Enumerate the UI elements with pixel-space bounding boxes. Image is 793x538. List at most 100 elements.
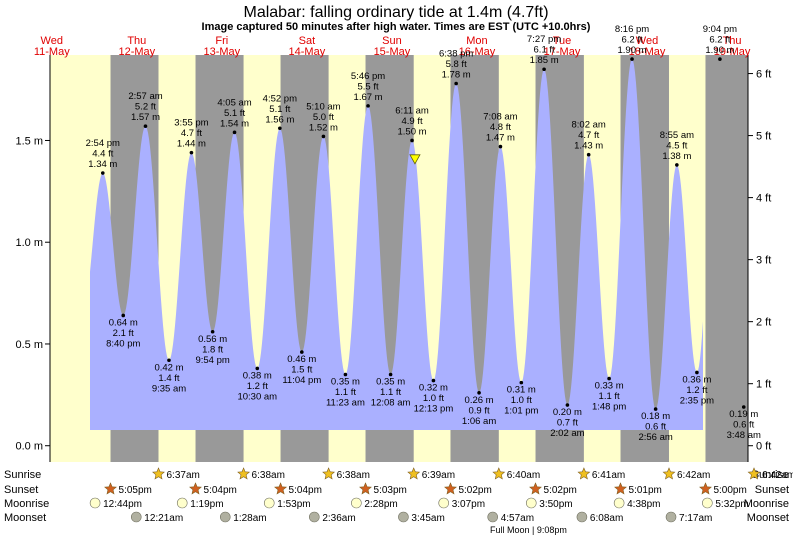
tide-label: 2:35 pm	[680, 395, 714, 406]
tide-label: 5:10 am	[306, 101, 340, 112]
left-tick-label: 0.5 m	[15, 339, 43, 351]
sunrise-icon	[492, 467, 506, 480]
tide-label: 0.35 m	[376, 376, 405, 387]
day-weekday-label: Thu	[127, 35, 146, 47]
moonrise-time: 3:50pm	[539, 499, 572, 510]
sunset-time: 5:01pm	[629, 485, 662, 496]
moonset-icon	[398, 511, 409, 523]
tide-label: 1.1 ft	[335, 387, 356, 398]
sunrise-time: 6:41am	[592, 470, 625, 481]
sunset-time: 5:02pm	[458, 485, 491, 496]
chart-title: Malabar: falling ordinary tide at 1.4m (…	[243, 4, 548, 21]
tide-label: 8:02 am	[572, 120, 606, 131]
moonrise-icon	[525, 497, 537, 509]
tide-label: 1.1 ft	[599, 391, 620, 402]
axes: 0.0 m 0.5 m 1.0 m 1.5 m 0 ft 1 ft 2 ft 3 ft 4 ft…	[15, 35, 771, 462]
tide-point	[366, 104, 370, 108]
tide-point	[278, 126, 282, 131]
sunrise-icon	[152, 467, 165, 480]
tide-label: 0.6 ft	[733, 420, 754, 431]
right-tick-label: 1 ft	[756, 379, 771, 391]
moonrise-time: 5:32pm	[715, 499, 748, 510]
chart-subtitle: Image captured 50 minutes after high wat…	[202, 21, 591, 33]
moonset-time: 12:21am	[144, 513, 183, 524]
tide-point	[431, 378, 436, 383]
left-tick-label: 0.0 m	[15, 441, 43, 453]
day-weekday-label: Tue	[553, 35, 572, 47]
tide-point	[210, 329, 215, 334]
day-date-label: 12-May	[118, 46, 155, 58]
day-weekday-label: Sun	[382, 35, 402, 47]
moonrise-icon	[702, 497, 713, 509]
tide-label: 7:08 am	[483, 112, 517, 123]
moonset-icon	[576, 511, 588, 523]
tide-point	[167, 358, 171, 363]
tide-point	[189, 150, 194, 155]
right-tick-label: 0 ft	[756, 441, 771, 453]
tide-label: 0.26 m	[465, 395, 494, 406]
tide-label: 1.78 m	[442, 69, 471, 80]
current-level-marker	[409, 154, 421, 165]
tide-label: 6:38 pm	[439, 48, 473, 59]
tide-label: 2:57 am	[128, 91, 162, 102]
tide-point	[630, 57, 634, 61]
tide-point	[607, 376, 611, 381]
tide-point	[477, 391, 481, 395]
tide-label: 1.8 ft	[202, 344, 223, 355]
sunset-icon	[189, 482, 202, 495]
tide-label: 2.1 ft	[113, 328, 134, 339]
tide-label: 1.90 m	[618, 45, 647, 56]
day-weekday-label: Wed	[636, 35, 658, 47]
moonrise-icon	[263, 497, 275, 509]
tide-label: 7:27 pm	[527, 34, 561, 45]
tide-point	[321, 134, 326, 139]
day-date-label: 15-May	[374, 46, 411, 58]
sunset-row-label-left: Sunset	[4, 484, 38, 496]
day-date-label: 11-May	[34, 46, 70, 58]
tide-label: 1:48 pm	[592, 402, 626, 413]
tide-point	[653, 407, 658, 411]
tide-label: 1.50 m	[398, 126, 427, 137]
sunrise-row-label-left: Sunrise	[4, 469, 41, 481]
sunrise-icon	[577, 467, 591, 480]
tide-label: 1.47 m	[486, 133, 515, 144]
sunset-icon	[614, 482, 627, 495]
tide-label: 1.43 m	[574, 141, 603, 152]
tide-label: 10:30 am	[237, 391, 277, 402]
tide-label: 12:08 am	[371, 397, 411, 408]
day-weekday-label: Wed	[41, 35, 63, 47]
tide-label: 0.31 m	[507, 385, 536, 396]
sunrise-time: 6:42am	[762, 470, 793, 481]
moonset-time: 2:36am	[322, 513, 355, 524]
sunset-time: 5:03pm	[374, 485, 407, 496]
tide-label: 4.7 ft	[578, 130, 599, 141]
sunrise-time: 6:38am	[337, 470, 370, 481]
moon-phase-note: Full Moon | 9:08pm	[490, 525, 567, 535]
tide-label: 0.32 m	[419, 383, 448, 394]
moonset-time: 1:28am	[233, 513, 266, 524]
tide-label: 1.67 m	[354, 92, 383, 103]
tide-label: 9:04 pm	[703, 24, 737, 35]
tide-label: 5:46 pm	[351, 71, 385, 82]
sunset-icon	[699, 482, 712, 495]
day-date-label: 16-May	[459, 46, 496, 58]
tide-label: 0.9 ft	[469, 405, 490, 416]
left-tick-label: 1.5 m	[15, 135, 43, 147]
moonset-row-label-right: Moonset	[747, 512, 789, 524]
sunrise-icon	[407, 467, 421, 480]
moonrise-time: 12:44pm	[103, 499, 142, 510]
moonrise-time: 1:53pm	[277, 499, 310, 510]
moonset-icon	[130, 511, 142, 523]
day-date-label: 18-May	[629, 46, 666, 58]
day-date-label: 17-May	[544, 46, 581, 58]
tide-label: 0.56 m	[198, 334, 227, 345]
tide-label: 0.35 m	[331, 376, 360, 387]
moonrise-icon	[89, 497, 101, 509]
sunset-time: 5:05pm	[119, 485, 152, 496]
tide-label: 1.34 m	[88, 159, 117, 170]
moonrise-time: 1:19pm	[190, 499, 223, 510]
tide-label: 0.19 m	[729, 409, 758, 420]
sun-moon-events: Sunrise Sunrise 6:37am 6:38am 6:38am 6:39am 6:…	[4, 467, 793, 524]
day-weekday-label: Mon	[466, 35, 487, 47]
tide-point	[586, 152, 591, 157]
